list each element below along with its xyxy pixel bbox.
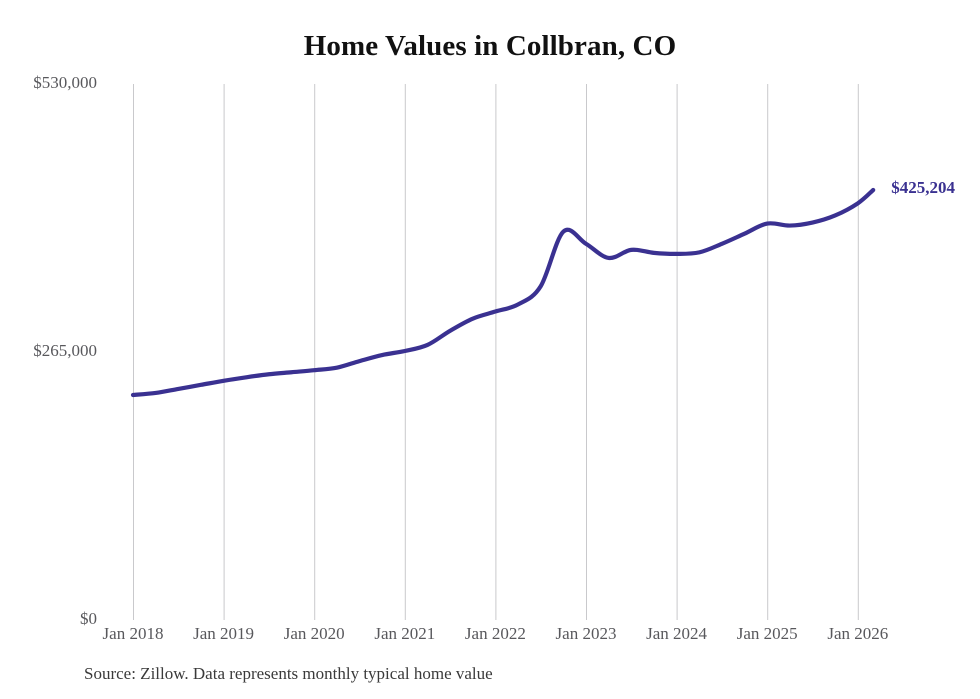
x-tick-label-2: Jan 2020	[283, 624, 345, 643]
x-tick-label-7: Jan 2025	[736, 624, 798, 643]
x-tick-label-4: Jan 2022	[464, 624, 526, 643]
x-tick-label-0: Jan 2018	[102, 624, 164, 643]
end-value-label: $425,204	[891, 177, 955, 197]
x-tick-label-8: Jan 2026	[827, 624, 889, 643]
x-tick-label-5: Jan 2023	[555, 624, 617, 643]
y-tick-label-2: $0	[80, 609, 97, 628]
y-tick-label-0: $530,000	[33, 73, 97, 92]
source-note: Source: Zillow. Data represents monthly …	[84, 664, 493, 683]
vertical-gridlines	[133, 84, 859, 620]
home-value-line	[130, 187, 876, 398]
x-tick-label-3: Jan 2021	[374, 624, 436, 643]
chart-title: Home Values in Collbran, CO	[303, 30, 677, 62]
x-tick-label-6: Jan 2024	[646, 624, 708, 643]
x-tick-label-1: Jan 2019	[193, 624, 255, 643]
y-tick-label-1: $265,000	[33, 341, 97, 360]
